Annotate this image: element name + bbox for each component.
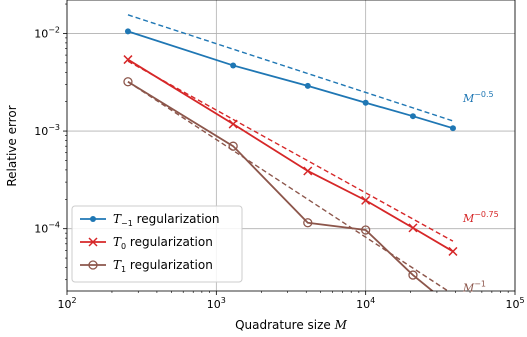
y-tick-exponent: −2	[48, 25, 60, 34]
y-tick-exponent: −4	[48, 221, 60, 230]
x-tick-exponent: 3	[221, 296, 226, 305]
data-point	[448, 246, 458, 256]
reference-label-base: M	[462, 212, 475, 225]
reference-label-exponent: −0.75	[474, 210, 499, 219]
reference-label-base: M	[462, 92, 475, 105]
marker-stroke	[448, 246, 458, 256]
reference-label-base: M	[462, 281, 475, 294]
data-point	[124, 28, 131, 35]
y-tick-base: 10	[34, 125, 48, 138]
data-point	[123, 77, 133, 87]
legend-box	[71, 205, 243, 283]
reference-label-exponent: −0.5	[474, 90, 493, 99]
reference-lines	[127, 14, 454, 291]
legend-subscript: 0	[121, 242, 126, 251]
x-tick-exponent: 5	[519, 296, 524, 305]
reference-line	[127, 81, 450, 291]
series-group	[123, 77, 457, 312]
y-tick-exponent: −3	[48, 123, 60, 132]
data-point	[303, 218, 313, 228]
data-point	[88, 260, 98, 270]
legend-label: T0 regularization	[113, 235, 213, 251]
marker-stroke	[88, 237, 98, 247]
y-axis-label: Relative error	[5, 105, 19, 186]
data-point	[123, 55, 133, 65]
plot-frame	[66, 0, 516, 292]
data-point	[228, 141, 238, 151]
x-tick-base: 10	[57, 298, 71, 311]
legend-item: T1 regularization	[80, 258, 213, 274]
series-group	[124, 28, 456, 132]
data-point	[408, 270, 418, 280]
marker-stroke	[228, 119, 238, 129]
series-line	[127, 80, 434, 291]
x-tick-label: 105	[505, 296, 524, 311]
data-series	[123, 28, 458, 312]
x-tick-exponent: 4	[370, 296, 375, 305]
data-point	[449, 125, 456, 132]
data-point	[449, 304, 457, 312]
data-point	[88, 237, 98, 247]
data-point	[409, 113, 416, 120]
series-group	[123, 55, 458, 256]
data-point	[228, 119, 238, 129]
y-tick-base: 10	[34, 223, 48, 236]
reference-line-label: M−0.5	[462, 90, 494, 105]
data-point	[362, 99, 369, 106]
reference-line-label: M−0.75	[462, 210, 499, 225]
x-tick-exponent: 2	[71, 296, 76, 305]
legend-text: regularization	[126, 258, 213, 272]
legend-subscript: −1	[121, 219, 133, 228]
y-tick-base: 10	[34, 27, 48, 40]
legend-text: regularization	[126, 235, 213, 249]
x-tick-label: 103	[207, 296, 226, 311]
legend-subscript: 1	[121, 265, 126, 274]
marker-stroke	[408, 223, 418, 233]
x-tick-label: 102	[57, 296, 76, 311]
legend-var: T	[113, 235, 122, 249]
marker-stroke	[123, 55, 133, 65]
data-point	[361, 195, 371, 205]
marker-stroke	[361, 195, 371, 205]
x-tick-base: 10	[356, 298, 370, 311]
data-point	[230, 62, 237, 69]
x-axis-label-text: Quadrature size	[235, 318, 335, 332]
x-axis-label: Quadrature size M	[235, 318, 348, 332]
y-tick-label: 10−2	[34, 25, 60, 40]
reference-label-exponent: −1	[474, 279, 486, 288]
series-line	[127, 30, 454, 130]
data-point	[408, 223, 418, 233]
legend-item: T−1 regularization	[80, 212, 220, 228]
data-point	[303, 166, 313, 176]
x-axis-label-var: M	[334, 318, 348, 332]
legend-label: T−1 regularization	[113, 212, 220, 228]
series-line	[127, 58, 454, 253]
data-point	[90, 216, 96, 222]
y-tick-label: 10−4	[34, 221, 60, 236]
y-tick-label: 10−3	[34, 123, 60, 138]
data-point	[361, 225, 371, 235]
legend-item: T0 regularization	[80, 235, 213, 251]
reference-line-labels: M−0.5M−0.75M−1	[462, 90, 499, 294]
reference-line-label: M−1	[462, 279, 486, 294]
y-axis-ticks: 10−410−310−2	[34, 25, 67, 236]
legend-var: T	[113, 212, 122, 226]
reference-line	[127, 60, 454, 242]
legend-label: T1 regularization	[113, 258, 213, 274]
x-tick-base: 10	[207, 298, 221, 311]
x-axis-ticks: 102 103 104 105	[57, 291, 525, 311]
legend-text: regularization	[133, 212, 220, 226]
marker-stroke	[303, 166, 313, 176]
data-point	[304, 82, 311, 89]
legend-var: T	[113, 258, 122, 272]
x-tick-base: 10	[505, 298, 519, 311]
reference-line	[127, 14, 454, 122]
x-tick-label: 104	[356, 296, 375, 311]
